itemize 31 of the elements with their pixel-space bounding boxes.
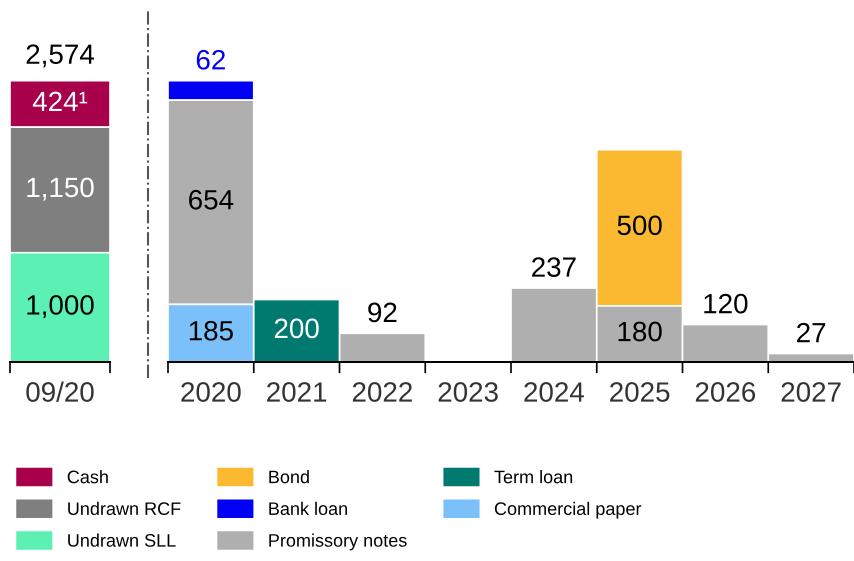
data-label: 180 [618, 322, 662, 342]
data-label: 27 [797, 322, 826, 342]
legend-label: Undrawn SLL [68, 534, 176, 547]
x-tick-label: 2020 [181, 382, 241, 402]
x-tick-label: 2027 [782, 382, 841, 402]
x-tick-label: 2021 [267, 382, 326, 402]
x-tick-label: 09/20 [26, 381, 94, 402]
x-tick-label: 2024 [524, 382, 584, 402]
legend-label: Bank loan [269, 502, 347, 516]
legend-label: Undrawn RCF [68, 502, 180, 516]
x-tick-label: 2023 [438, 382, 498, 402]
data-label: 500 [618, 216, 662, 236]
legend-label: Cash [68, 470, 108, 484]
data-label: 654 [189, 190, 234, 210]
data-label: 1,000 [27, 295, 94, 318]
total-label: 2,574 [26, 44, 94, 68]
data-label: 1,150 [27, 178, 94, 201]
data-label: 120 [704, 294, 748, 314]
data-label: 185 [190, 320, 233, 341]
data-label: 237 [532, 257, 576, 277]
x-tick-label: 2022 [352, 382, 412, 402]
legend-label: Commercial paper [494, 502, 642, 519]
data-label: 200 [274, 318, 319, 338]
x-tick-label: 2025 [610, 382, 670, 402]
data-label: 424¹ [32, 92, 88, 111]
data-label: 92 [368, 302, 396, 322]
x-tick-label: 2026 [696, 382, 756, 402]
data-label: 62 [196, 50, 225, 70]
legend-label: Term loan [494, 470, 572, 484]
legend-label: Promissory notes [269, 534, 407, 550]
legend-label: Bond [269, 470, 309, 484]
